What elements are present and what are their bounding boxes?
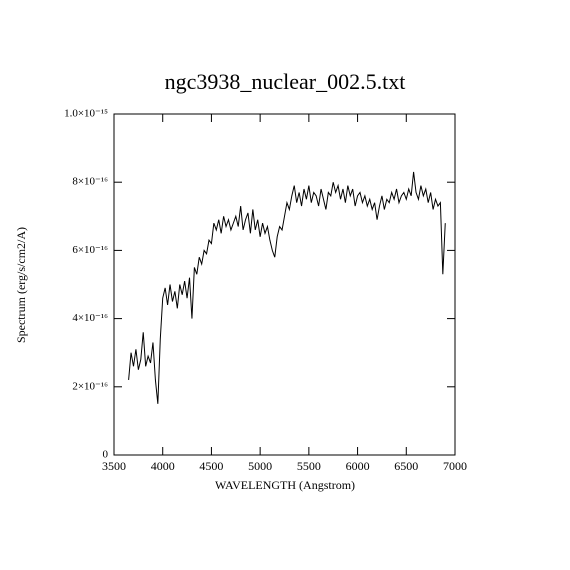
y-tick-label: 6×10⁻¹⁶ (72, 244, 108, 256)
y-axis-label: Spectrum (erg/s/cm2/A) (14, 227, 28, 343)
x-tick-label: 5500 (297, 459, 321, 473)
plot-frame (113, 113, 456, 456)
x-tick-label: 6000 (346, 459, 370, 473)
chart-title: ngc3938_nuclear_002.5.txt (165, 69, 406, 94)
x-tick-label: 7000 (443, 459, 467, 473)
x-tick-label: 4000 (151, 459, 175, 473)
x-tick-label: 4500 (199, 459, 223, 473)
y-tick-label: 1.0×10⁻¹⁵ (64, 108, 108, 120)
x-tick-label: 5000 (248, 459, 272, 473)
y-tick-label: 2×10⁻¹⁶ (72, 380, 108, 392)
y-tick-label: 8×10⁻¹⁶ (72, 176, 108, 188)
x-tick-label: 3500 (102, 459, 126, 473)
y-tick-label: 0 (103, 449, 109, 461)
x-tick-label: 6500 (394, 459, 418, 473)
y-tick-label: 4×10⁻¹⁶ (72, 312, 108, 324)
spectrum-line (128, 171, 446, 404)
x-axis-label: WAVELENGTH (Angstrom) (215, 478, 355, 492)
